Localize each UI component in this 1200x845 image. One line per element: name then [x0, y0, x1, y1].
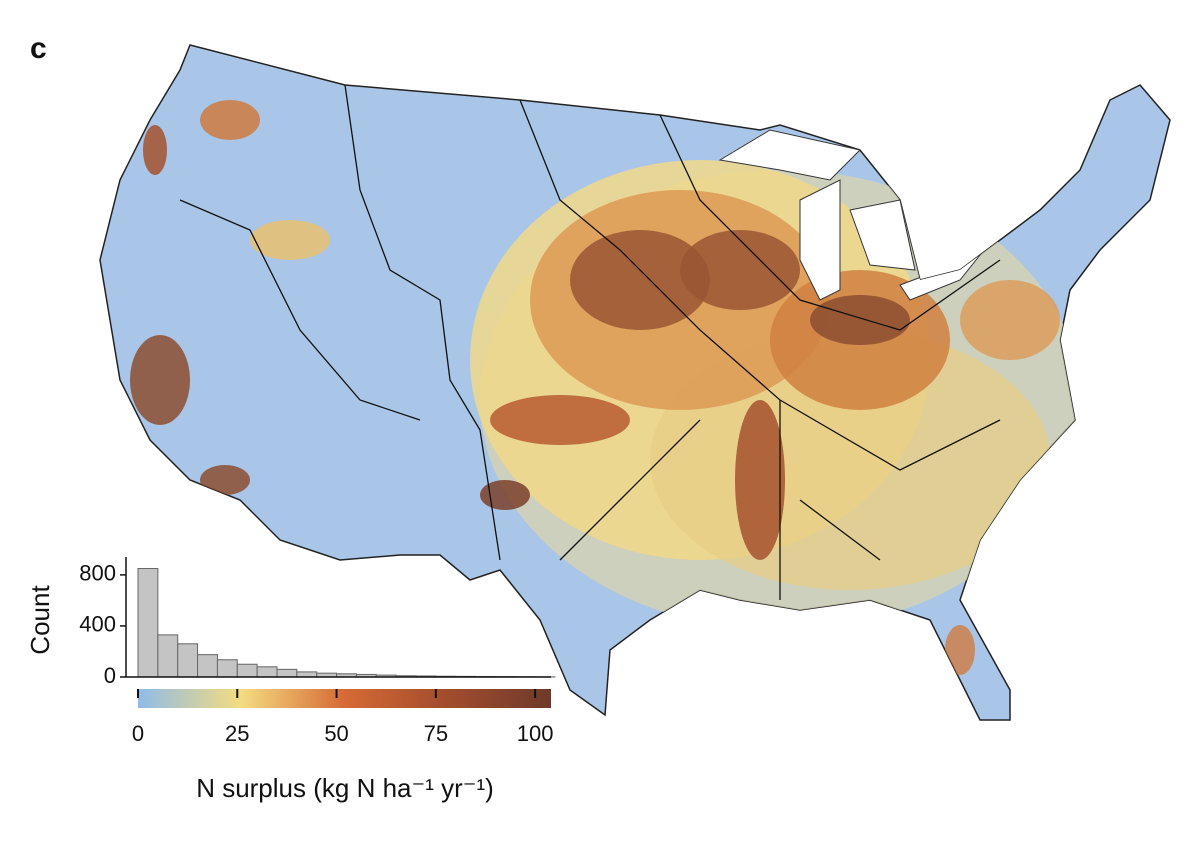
bar — [197, 654, 218, 678]
bar — [157, 634, 179, 678]
x-tick-label: 25 — [225, 721, 249, 746]
us-map — [99, 44, 1171, 721]
x-axis-label: N surplus (kg N ha⁻¹ yr⁻¹) — [196, 773, 494, 803]
y-tick-label: 800 — [79, 561, 116, 586]
bar — [256, 666, 278, 678]
great-lakes — [718, 129, 982, 301]
region-fill — [200, 465, 250, 495]
region-fill — [960, 280, 1060, 360]
x-tick-label: 0 — [132, 721, 144, 746]
x-tick-label: 75 — [424, 721, 448, 746]
region-fill — [480, 480, 530, 510]
x-tick-label: 100 — [517, 721, 554, 746]
basin-boundaries — [179, 84, 1001, 600]
bar — [137, 567, 159, 678]
y-axis-label: Count — [25, 585, 55, 655]
region-fill — [810, 295, 910, 345]
y-tick-label: 0 — [104, 663, 116, 688]
region-fill — [143, 125, 167, 175]
bar — [296, 671, 318, 678]
colorbar — [138, 689, 551, 708]
bar — [276, 668, 298, 678]
x-tick-label: 50 — [324, 721, 348, 746]
bar — [177, 643, 199, 678]
region-fill — [680, 230, 800, 310]
region-fill — [735, 400, 785, 560]
region-fill — [490, 395, 630, 445]
bar — [216, 659, 238, 678]
region-fill — [250, 220, 330, 260]
region-fill — [200, 100, 260, 140]
y-tick-label: 400 — [79, 612, 116, 637]
region-fill — [945, 625, 975, 675]
panel-label: c — [30, 32, 47, 65]
bar — [236, 663, 258, 678]
region-fill — [130, 335, 190, 425]
histogram-inset: 0 400 800 Count 0 25 50 75 100 N surplus (kg N ha… — [25, 557, 556, 803]
